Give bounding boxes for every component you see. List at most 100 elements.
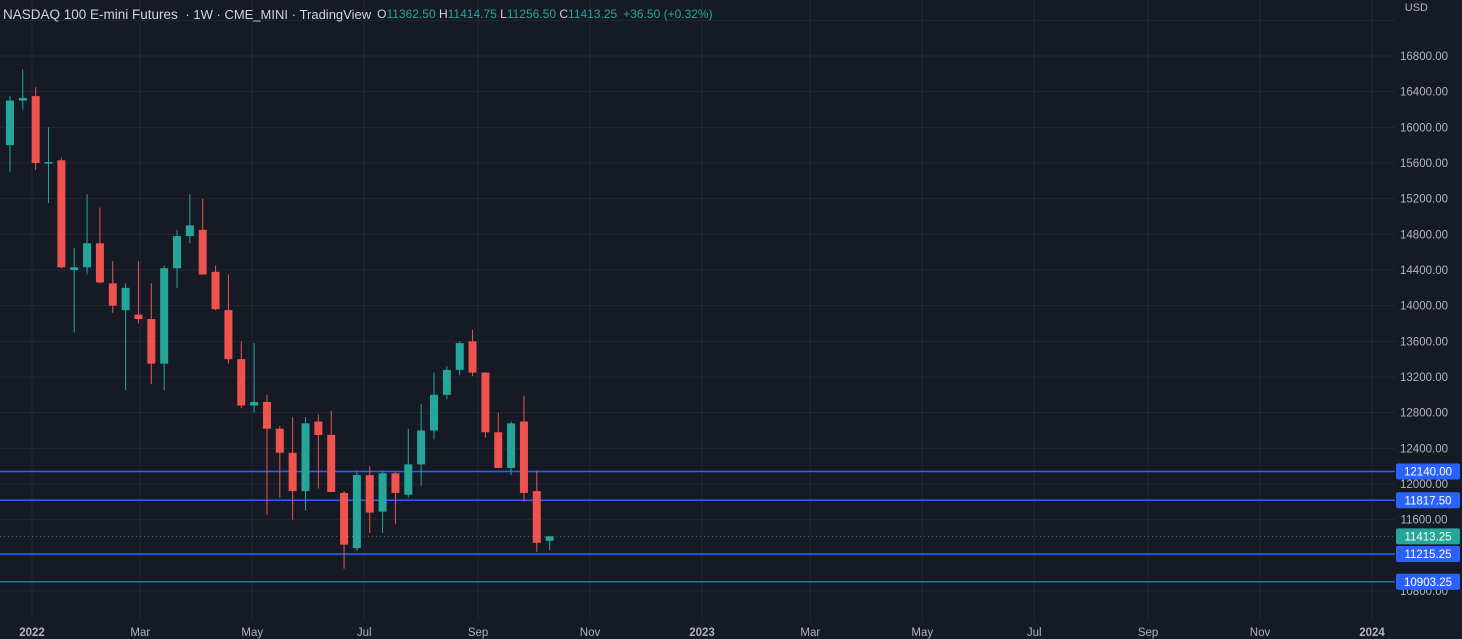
candle-body — [288, 452, 297, 492]
price-tick-label: 16800.00 — [1400, 51, 1448, 63]
price-tick-label: 12800.00 — [1400, 408, 1448, 420]
horizontal-lines[interactable] — [0, 470, 1395, 583]
candle — [378, 470, 387, 534]
time-tick-label: 2022 — [19, 627, 45, 639]
candle-body — [44, 162, 53, 164]
candle — [468, 329, 477, 377]
candle — [185, 194, 194, 244]
candle-body — [378, 473, 387, 512]
price-tick-label: 12400.00 — [1400, 443, 1448, 455]
symbol-legend: NASDAQ 100 E-mini Futures · 1W · CME_MIN… — [3, 5, 713, 23]
candle — [262, 394, 271, 516]
candle-body — [224, 310, 233, 360]
candle-body — [121, 287, 130, 311]
horizontal-line-label-bg — [1396, 573, 1460, 590]
candle-body — [455, 343, 464, 370]
low-label: L — [500, 7, 507, 21]
candle-body — [185, 225, 194, 237]
candle — [545, 536, 554, 551]
close-label: C — [559, 7, 569, 21]
candle — [352, 470, 361, 551]
candle — [455, 341, 464, 376]
candle-body — [18, 97, 27, 101]
candle — [44, 127, 53, 204]
candle — [442, 366, 451, 400]
symbol-name[interactable]: NASDAQ 100 E-mini Futures — [3, 6, 178, 22]
candle-body — [532, 491, 541, 543]
time-tick-label: Mar — [800, 627, 820, 639]
candle-body — [519, 421, 528, 493]
candle — [532, 470, 541, 552]
candle — [173, 229, 182, 288]
candle — [121, 283, 130, 391]
candle — [417, 403, 426, 486]
legend-dot: · — [288, 6, 300, 22]
candle-body — [147, 319, 156, 364]
candle-body — [545, 536, 554, 541]
time-tick-label: 2023 — [689, 627, 715, 639]
candle-body — [275, 428, 284, 453]
candle-body — [5, 100, 14, 146]
candle-body — [173, 236, 182, 269]
candle-body — [481, 372, 490, 433]
candle-body — [327, 434, 336, 493]
candle-body — [250, 401, 259, 406]
price-tick-label: 13200.00 — [1400, 372, 1448, 384]
horizontal-line-label: 11817.50 — [1404, 495, 1451, 507]
price-tick-label: 14800.00 — [1400, 229, 1448, 241]
candle — [198, 198, 207, 275]
candle-body — [262, 401, 271, 429]
candle — [5, 96, 14, 172]
candle-body — [70, 267, 79, 270]
data-source: TradingView — [299, 6, 372, 22]
legend-dot: · — [181, 6, 194, 22]
candle-body — [83, 243, 92, 268]
time-tick-label: Sep — [1138, 627, 1158, 639]
candle — [430, 372, 438, 440]
candle — [57, 157, 66, 269]
currency-label[interactable]: USD — [1404, 2, 1428, 14]
time-axis[interactable]: 2022 Mar May Jul Sep Nov 2023 Mar May Jul Sep Nov 20… — [19, 627, 1385, 639]
low-value: 11256.50 — [506, 7, 557, 21]
candle — [519, 395, 528, 502]
candle-body — [95, 243, 104, 283]
candle — [340, 491, 349, 569]
candle-body — [417, 430, 426, 465]
time-tick-label: Nov — [580, 627, 601, 639]
candle-body — [108, 283, 117, 306]
candle-body — [57, 160, 66, 268]
candle — [18, 69, 27, 110]
candle-body — [442, 369, 451, 395]
time-tick-label: Jul — [1027, 627, 1042, 639]
candle-body — [31, 96, 40, 163]
price-tick-label: 16000.00 — [1400, 122, 1448, 134]
price-tick-label: 13600.00 — [1400, 336, 1448, 348]
change-value: +36.50 (+0.32%) — [623, 7, 713, 21]
high-value: 11414.75 — [447, 7, 497, 21]
candle-body — [352, 475, 361, 549]
price-tick-label: 15600.00 — [1400, 158, 1448, 170]
legend-dot: · — [212, 6, 225, 22]
candle — [134, 261, 143, 324]
candle — [211, 265, 220, 311]
chart-grid — [0, 0, 1395, 620]
candle — [494, 412, 503, 468]
candle — [70, 247, 79, 333]
candle-body — [507, 423, 516, 468]
price-tick-label: 15200.00 — [1400, 194, 1448, 206]
ohlc-values: O11362.50 H11414.75 L11256.50 C11413.25 — [377, 7, 617, 21]
candle-body — [314, 421, 323, 435]
price-axis[interactable]: 10800.0011600.0012000.0012400.0012800.00… — [1396, 51, 1460, 598]
candle — [481, 372, 490, 438]
candle-body — [211, 271, 220, 310]
open-value: 11362.50 — [386, 7, 436, 21]
candle-body — [494, 432, 503, 468]
price-tick-label: 16400.00 — [1400, 87, 1448, 99]
interval[interactable]: 1W — [193, 6, 213, 22]
open-label: O — [377, 7, 387, 21]
candle-body — [365, 475, 374, 513]
time-tick-label: May — [911, 627, 933, 639]
horizontal-line-label-bg — [1396, 463, 1460, 480]
